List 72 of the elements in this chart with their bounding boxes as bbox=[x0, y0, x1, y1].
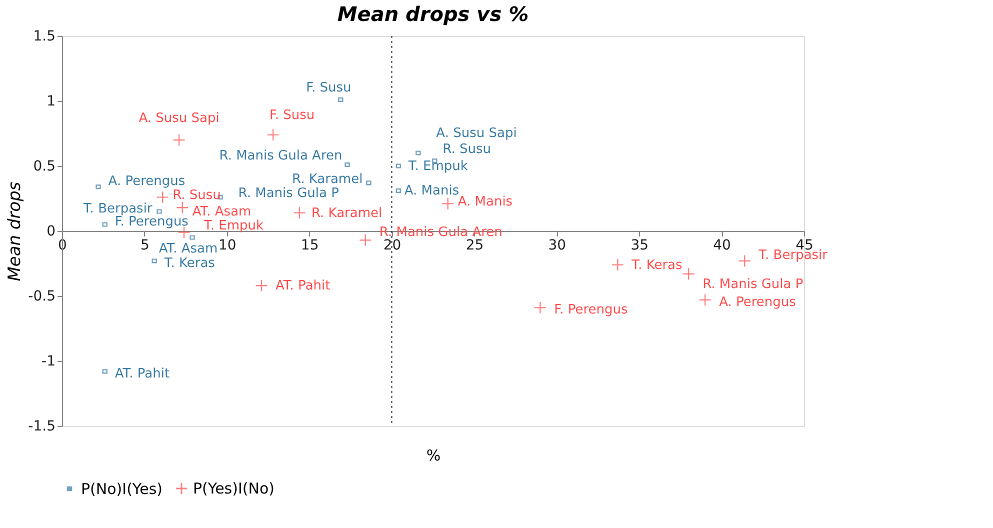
point bbox=[359, 234, 372, 246]
point bbox=[156, 190, 169, 204]
x-tick-label: 35 bbox=[630, 238, 649, 254]
data-label: AT. Asam bbox=[158, 242, 218, 256]
point bbox=[190, 235, 195, 240]
data-label: R. Karamel bbox=[292, 172, 363, 187]
y-tick-label: 1 bbox=[46, 94, 56, 110]
point bbox=[682, 268, 695, 280]
data-label: R. Karamel bbox=[311, 206, 382, 221]
chart-title: Mean drops vs % bbox=[337, 2, 529, 26]
x-tick-label: 30 bbox=[548, 238, 566, 254]
y-tick-label: 1.5 bbox=[33, 28, 56, 44]
point bbox=[293, 206, 306, 220]
data-label: F. Perengus bbox=[554, 302, 628, 318]
point bbox=[396, 188, 401, 194]
point bbox=[344, 162, 350, 168]
point bbox=[366, 180, 372, 186]
data-label: A. Perengus bbox=[108, 174, 186, 189]
x-tick-label: 20 bbox=[383, 238, 402, 254]
data-label: R. Susu bbox=[442, 142, 491, 157]
data-label: T. Empuk bbox=[407, 159, 468, 174]
data-label: R. Susu bbox=[172, 188, 221, 204]
point bbox=[698, 294, 712, 306]
data-label: A. Perengus bbox=[719, 294, 796, 310]
legend-label: P(Yes)I(No) bbox=[193, 480, 274, 498]
point bbox=[266, 128, 280, 142]
y-tick-label: 0 bbox=[46, 224, 56, 240]
x-tick-label: 25 bbox=[466, 238, 484, 254]
point bbox=[172, 134, 186, 146]
data-label: A. Manis bbox=[404, 184, 460, 199]
data-label: T. Keras bbox=[163, 256, 216, 271]
point bbox=[338, 97, 344, 102]
point bbox=[102, 222, 108, 227]
x-tick-label: 5 bbox=[140, 238, 150, 254]
y-tick-label: -1.5 bbox=[28, 418, 56, 434]
point bbox=[102, 369, 108, 374]
data-label: R. Manis Gula Aren bbox=[219, 148, 342, 164]
point bbox=[255, 279, 268, 292]
y-tick-label: -0.5 bbox=[28, 288, 56, 304]
legend-label: P(No)I(Yes) bbox=[81, 480, 162, 498]
data-label: A. Manis bbox=[458, 194, 513, 210]
x-tick-label: 40 bbox=[713, 238, 731, 254]
data-label: F. Susu bbox=[269, 108, 315, 123]
x-axis-title: % bbox=[426, 446, 441, 464]
data-label: T. Empuk bbox=[203, 218, 264, 234]
x-tick-label: 10 bbox=[218, 238, 236, 254]
data-label: AT. Pahit bbox=[114, 366, 170, 382]
point bbox=[96, 184, 101, 190]
point bbox=[156, 209, 162, 214]
data-label: F. Perengus bbox=[114, 214, 189, 230]
data-label: A. Susu Sapi bbox=[436, 126, 517, 141]
data-label: R. Manis Gula P bbox=[702, 276, 804, 292]
data-label: A. Susu Sapi bbox=[138, 111, 220, 126]
data-label: AT. Asam bbox=[192, 204, 252, 220]
point bbox=[416, 150, 421, 156]
x-tick-label: 15 bbox=[300, 238, 319, 254]
data-label: T. Berpasir bbox=[758, 248, 828, 263]
y-tick-label: 0.5 bbox=[33, 158, 56, 174]
data-label: T. Berpasir bbox=[82, 202, 153, 216]
point bbox=[611, 258, 624, 272]
point bbox=[396, 164, 401, 168]
data-label: R. Manis Gula P bbox=[238, 186, 340, 202]
point bbox=[152, 258, 157, 264]
point bbox=[442, 197, 454, 210]
data-label: AT. Pahit bbox=[276, 278, 330, 294]
point bbox=[176, 201, 189, 214]
point bbox=[738, 254, 751, 268]
data-label: T. Keras bbox=[630, 258, 683, 273]
y-axis-title: Mean drops bbox=[5, 182, 26, 282]
y-tick-label: -1 bbox=[42, 354, 56, 370]
point bbox=[534, 301, 546, 314]
data-label: F. Susu bbox=[306, 80, 352, 96]
